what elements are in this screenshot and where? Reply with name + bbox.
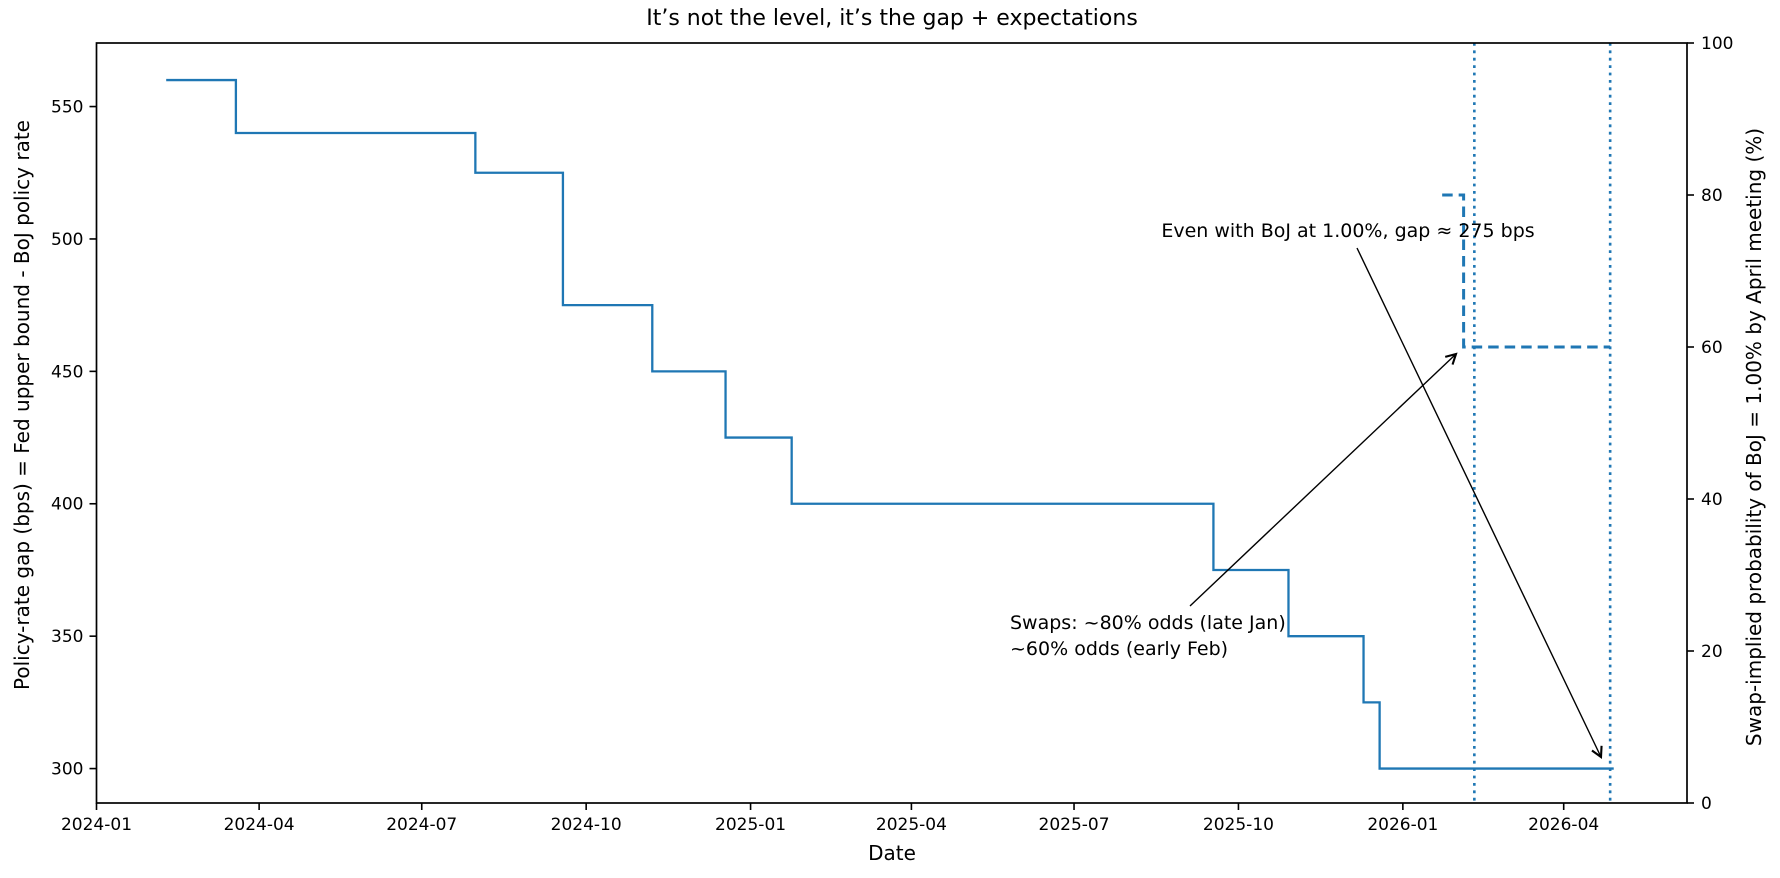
series-policy-rate-gap-bps: [166, 78, 1614, 770]
x-tick-label: 2025-07: [1039, 815, 1110, 835]
y-tick-label-left: 350: [51, 627, 83, 647]
plot-spines: [95, 42, 1688, 804]
gap-note-arrow: [1356, 247, 1601, 757]
x-tick-label: 2024-04: [224, 815, 295, 835]
series-layer: [166, 78, 1614, 770]
x-tick-label: 2025-01: [715, 815, 786, 835]
x-axis-label: Date: [868, 841, 916, 865]
y-tick-label-left: 400: [51, 495, 83, 515]
y-tick-label-left: 550: [51, 98, 83, 118]
axes-layer: 2024-01 2024-04 2024-07 2024-10 2025-01 2025-…: [51, 34, 1733, 835]
series-swap-implied-probability-pct: [1442, 193, 1611, 349]
x-tick-label: 2026-04: [1528, 815, 1599, 835]
y-tick-label-right: 80: [1701, 186, 1723, 206]
y-tick-label-right: 0: [1701, 794, 1712, 814]
swaps-note-arrow: [1189, 354, 1456, 607]
x-tick-label: 2024-10: [551, 815, 622, 835]
annotation-gap-note: Even with BoJ at 1.00%, gap ≈ 275 bps: [1161, 220, 1535, 242]
x-tick-label: 2025-10: [1203, 815, 1274, 835]
chart-title: It’s not the level, it’s the gap + expec…: [646, 6, 1138, 31]
y-tick-label-left: 300: [51, 760, 83, 780]
left-y-axis-label: Policy-rate gap (bps) = Fed upper bound …: [10, 120, 34, 690]
y-tick-label-left: 450: [51, 362, 83, 382]
y-tick-label-right: 100: [1701, 34, 1733, 54]
x-tick-label: 2024-01: [61, 815, 132, 835]
right-y-axis-label: Swap-implied probability of BoJ = 1.00% …: [1742, 127, 1766, 747]
y-tick-label-left: 500: [51, 230, 83, 250]
annotation-swaps-note: Swaps: ~80% odds (late Jan) ~60% odds (e…: [1010, 610, 1286, 662]
x-tick-label: 2025-04: [876, 815, 947, 835]
x-tick-label: 2024-07: [386, 815, 457, 835]
annotation-swaps-line-2: ~60% odds (early Feb): [1010, 638, 1229, 660]
y-tick-label-right: 20: [1701, 642, 1723, 662]
annotation-swaps-line-1: Swaps: ~80% odds (late Jan): [1010, 612, 1286, 634]
vlines-layer: [1473, 43, 1612, 803]
x-tick-label: 2026-01: [1367, 815, 1438, 835]
y-tick-label-right: 60: [1701, 338, 1723, 358]
y-tick-label-right: 40: [1701, 490, 1723, 510]
annotation-arrows-layer: [1189, 247, 1601, 757]
